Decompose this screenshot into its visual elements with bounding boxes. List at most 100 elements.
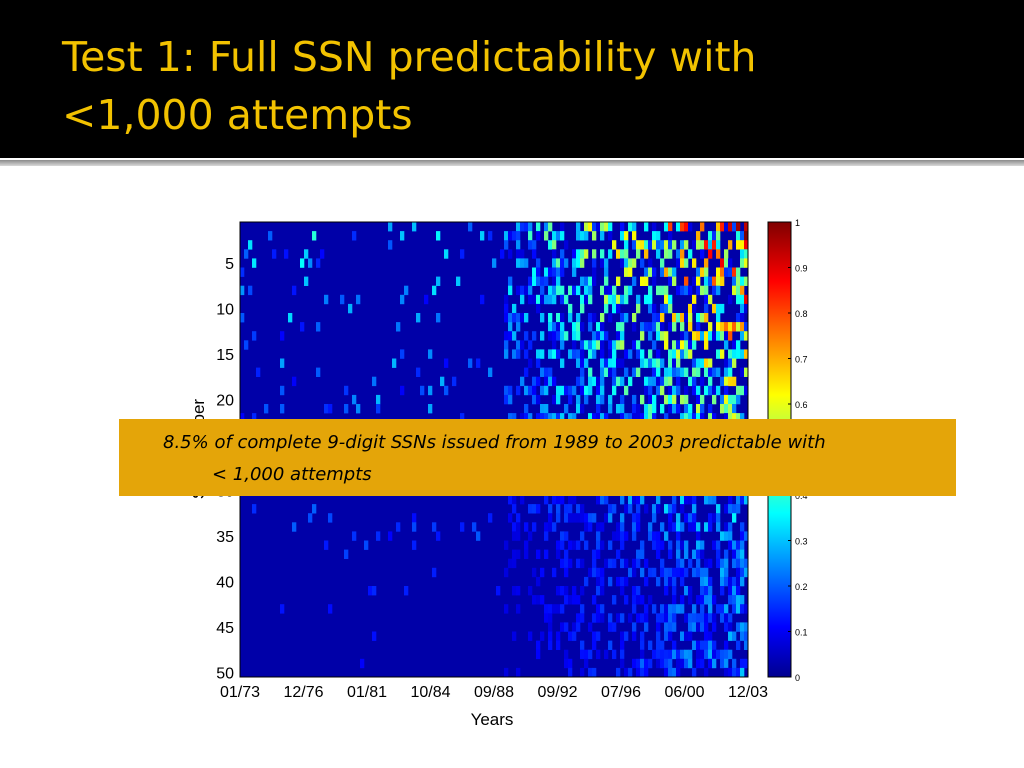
heatmap-cell — [692, 358, 697, 368]
heatmap-cell — [668, 322, 673, 332]
heatmap-cell — [656, 231, 661, 241]
heatmap-cell — [576, 285, 581, 296]
heatmap-cell — [716, 249, 721, 259]
heatmap-cell — [316, 322, 321, 332]
heatmap-cell — [708, 522, 713, 532]
heatmap-cell — [596, 522, 601, 532]
heatmap-cell — [680, 495, 685, 505]
heatmap-cell — [624, 576, 629, 587]
heatmap-cell — [712, 649, 717, 660]
heatmap-cell — [540, 385, 545, 396]
heatmap-cell — [684, 367, 689, 377]
heatmap-cell — [544, 376, 549, 387]
heatmap-cell — [644, 267, 649, 277]
heatmap-cell — [732, 222, 737, 232]
heatmap-cell — [648, 294, 653, 305]
heatmap-cell — [568, 394, 573, 405]
heatmap-cell — [692, 513, 697, 523]
heatmap-cell — [716, 504, 721, 514]
heatmap-cell — [352, 531, 357, 541]
heatmap-cell — [688, 613, 693, 623]
heatmap-cell — [744, 622, 749, 632]
heatmap-cell — [724, 413, 729, 423]
heatmap-cell — [688, 631, 693, 641]
heatmap-cell — [736, 558, 741, 569]
heatmap-cell — [620, 222, 625, 232]
heatmap-cell — [636, 522, 641, 532]
heatmap-cell — [560, 285, 565, 296]
heatmap-cell — [676, 376, 681, 387]
heatmap-cell — [720, 567, 725, 578]
heatmap-cell — [708, 358, 713, 368]
heatmap-cell — [660, 522, 665, 532]
heatmap-cell — [664, 294, 669, 305]
heatmap-cell — [728, 504, 733, 514]
heatmap-cell — [692, 331, 697, 341]
heatmap-cell — [536, 595, 541, 605]
colorbar-tick-label: 0.4 — [795, 491, 808, 501]
heatmap-cell — [644, 667, 649, 678]
heatmap-cell — [728, 413, 733, 423]
heatmap-cell — [624, 367, 629, 377]
heatmap-cell — [644, 322, 649, 332]
heatmap-cell — [732, 358, 737, 368]
heatmap-cell — [652, 322, 657, 332]
heatmap-cell — [540, 404, 545, 414]
heatmap-cell — [548, 349, 553, 359]
heatmap-cell — [632, 231, 637, 241]
heatmap-cell — [708, 513, 713, 523]
heatmap-cell — [608, 313, 613, 323]
heatmap-cell — [588, 567, 593, 578]
heatmap-cell — [300, 258, 305, 268]
heatmap-cell — [556, 549, 561, 559]
heatmap-cell — [732, 667, 737, 678]
heatmap-cell — [656, 622, 661, 632]
heatmap-cell — [700, 358, 705, 368]
heatmap-cell — [708, 249, 713, 259]
heatmap-cell — [588, 276, 593, 286]
heatmap-cell — [560, 258, 565, 268]
heatmap-cell — [632, 631, 637, 641]
heatmap-cell — [688, 340, 693, 350]
heatmap-cell — [656, 331, 661, 341]
heatmap-cell — [712, 658, 717, 669]
heatmap-cell — [712, 285, 717, 296]
heatmap-cell — [668, 394, 673, 405]
heatmap-cell — [560, 558, 565, 569]
heatmap-cell — [648, 267, 653, 277]
heatmap-cell — [744, 604, 749, 614]
heatmap-cell — [704, 358, 709, 368]
heatmap-cell — [648, 658, 653, 669]
heatmap-cell — [676, 604, 681, 614]
heatmap-cell — [632, 240, 637, 250]
heatmap-cell — [572, 258, 577, 268]
heatmap-cell — [564, 649, 569, 660]
heatmap-cell — [668, 276, 673, 286]
heatmap-cell — [596, 613, 601, 623]
heatmap-cell — [656, 640, 661, 650]
heatmap-cell — [544, 531, 549, 541]
heatmap-cell — [468, 222, 473, 232]
heatmap-cell — [568, 558, 573, 569]
heatmap-cell — [580, 358, 585, 368]
heatmap-cell — [664, 331, 669, 341]
heatmap-cell — [544, 222, 549, 232]
heatmap-cell — [696, 549, 701, 559]
heatmap-cell — [688, 404, 693, 414]
heatmap-cell — [692, 385, 697, 396]
heatmap-cell — [560, 586, 565, 596]
heatmap-cell — [620, 394, 625, 405]
heatmap-cell — [660, 358, 665, 368]
heatmap-cell — [528, 276, 533, 286]
heatmap-cell — [488, 367, 493, 377]
heatmap-cell — [684, 649, 689, 660]
heatmap-cell — [708, 649, 713, 660]
heatmap-cell — [704, 522, 709, 532]
heatmap-cell — [508, 285, 513, 296]
heatmap-cell — [328, 604, 333, 614]
heatmap-cell — [740, 531, 745, 541]
heatmap-cell — [552, 604, 557, 614]
heatmap-cell — [636, 249, 641, 259]
heatmap-cell — [672, 604, 677, 614]
heatmap-cell — [568, 631, 573, 641]
